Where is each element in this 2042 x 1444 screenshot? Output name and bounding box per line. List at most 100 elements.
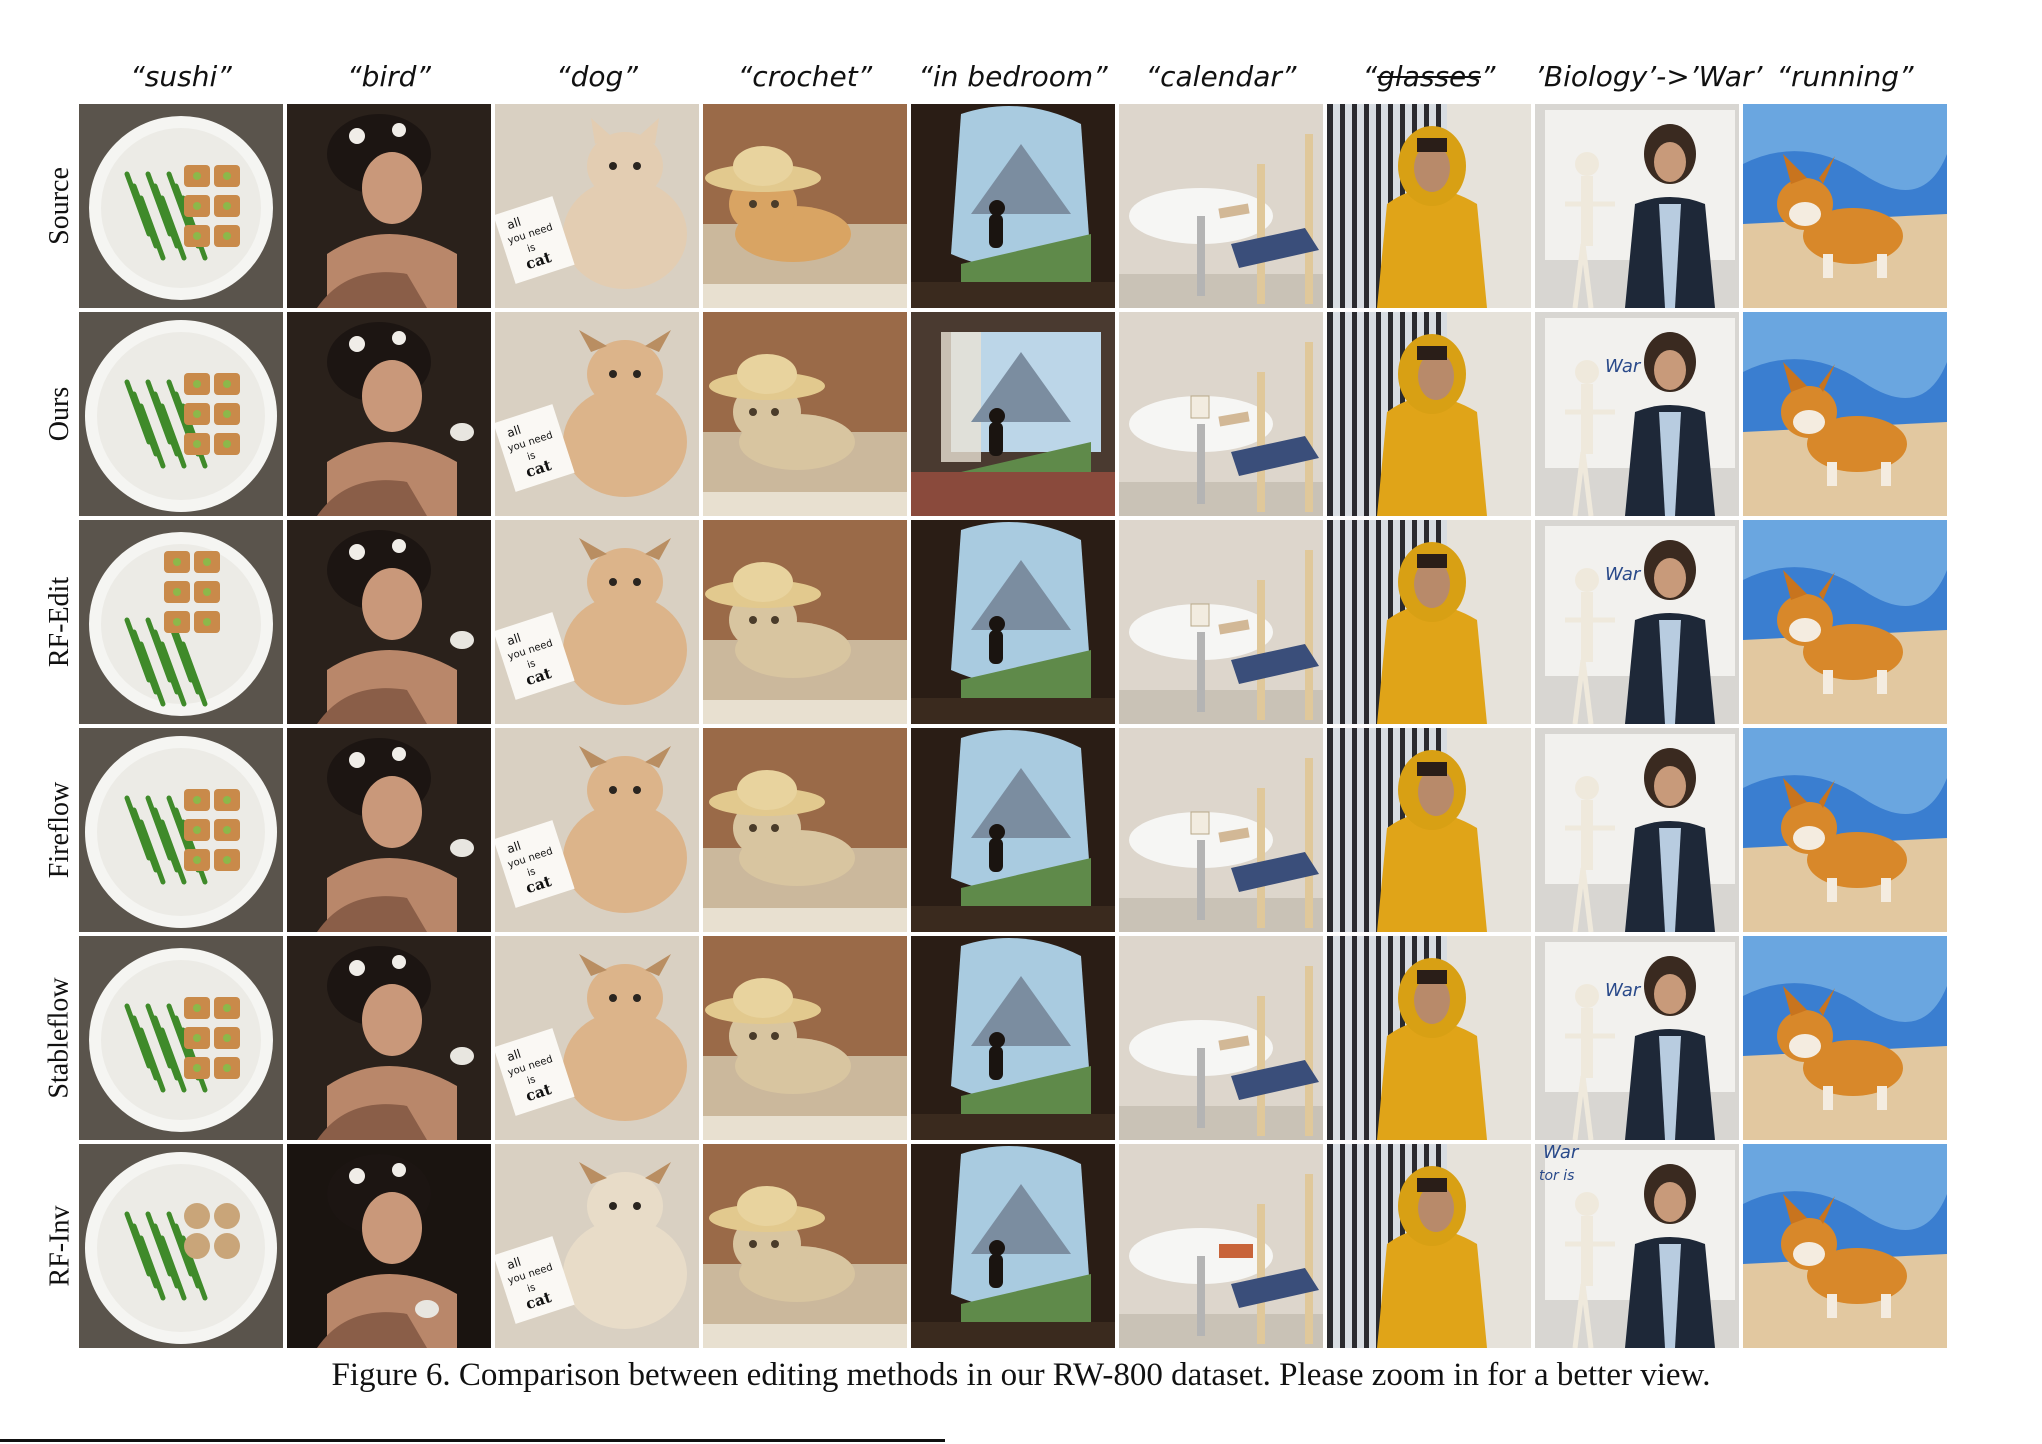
photo-bird (287, 520, 491, 724)
image-ours-dog: all you need is cat (495, 312, 699, 516)
photo-calendar (1119, 312, 1323, 516)
image-rf-edit-sushi (79, 520, 283, 724)
row-label-fireflow: Fireflow (44, 781, 75, 879)
card-text-1: all (505, 631, 523, 649)
photo-calendar (1119, 936, 1323, 1140)
image-rf-inv-bird (287, 1144, 491, 1348)
image-stableflow-sushi (79, 936, 283, 1140)
image-fireflow-war (1535, 728, 1739, 932)
image-rf-edit-war: War (1535, 520, 1739, 724)
photo-calendar (1119, 1144, 1323, 1348)
image-rf-edit-bird (287, 520, 491, 724)
image-fireflow-dog: all you need is cat (495, 728, 699, 932)
photo-dog: all you need is cat (495, 104, 699, 308)
row-label-rf-inv: RF-Inv (44, 1205, 75, 1287)
image-rf-inv-war: War tor is (1535, 1144, 1739, 1348)
photo-bird (287, 104, 491, 308)
photo-bedroom (911, 1144, 1115, 1348)
image-source-calendar (1119, 104, 1323, 308)
board-text-war: War (1543, 1144, 1580, 1163)
photo-bird (287, 1144, 491, 1348)
image-source-dog: all you need is cat (495, 104, 699, 308)
photo-sushi (79, 312, 283, 516)
photo-calendar (1119, 104, 1323, 308)
footnote-rule (0, 1439, 945, 1442)
image-source-bedroom (911, 104, 1115, 308)
photo-glasses (1327, 312, 1531, 516)
photo-sushi (79, 1144, 283, 1348)
row-label-stableflow: Stableflow (44, 977, 75, 1099)
photo-glasses (1327, 520, 1531, 724)
image-fireflow-glasses (1327, 728, 1531, 932)
column-header-glasses: “glasses” (1362, 60, 1496, 93)
card-text-3: is (526, 1074, 537, 1087)
column-header-running: “running” (1776, 60, 1914, 93)
photo-bird (287, 936, 491, 1140)
photo-sushi (79, 520, 283, 724)
photo-dog: all you need is cat (495, 1144, 699, 1348)
row-label-rf-edit: RF-Edit (44, 576, 76, 668)
image-ours-calendar (1119, 312, 1323, 516)
image-rf-edit-bedroom (911, 520, 1115, 724)
photo-glasses (1327, 728, 1531, 932)
board-text-war: War (1605, 356, 1642, 377)
board-text-tor: tor is (1539, 1168, 1574, 1184)
image-stableflow-glasses (1327, 936, 1531, 1140)
photo-bird (287, 728, 491, 932)
photo-war (1535, 728, 1739, 932)
card-text-1: all (505, 423, 523, 441)
image-source-bird (287, 104, 491, 308)
image-stableflow-bedroom (911, 936, 1115, 1140)
image-ours-war: War (1535, 312, 1739, 516)
photo-crochet (703, 520, 907, 724)
image-rf-inv-sushi (79, 1144, 283, 1348)
image-fireflow-running (1743, 728, 1947, 932)
photo-running (1743, 520, 1947, 724)
image-stableflow-running (1743, 936, 1947, 1140)
photo-bedroom (911, 936, 1115, 1140)
photo-war: War (1535, 936, 1739, 1140)
image-rf-edit-calendar (1119, 520, 1323, 724)
image-stableflow-bird (287, 936, 491, 1140)
image-rf-inv-dog: all you need is cat (495, 1144, 699, 1348)
card-text-3: is (526, 658, 537, 671)
image-stableflow-calendar (1119, 936, 1323, 1140)
image-source-war (1535, 104, 1739, 308)
image-rf-edit-glasses (1327, 520, 1531, 724)
card-text-1: all (505, 215, 523, 233)
photo-bedroom (911, 104, 1115, 308)
photo-calendar (1119, 520, 1323, 724)
column-header-sushi: “sushi” (130, 60, 232, 93)
image-source-sushi (79, 104, 283, 308)
card-text-1: all (505, 1047, 523, 1065)
photo-running (1743, 1144, 1947, 1348)
image-rf-inv-bedroom (911, 1144, 1115, 1348)
card-text-1: all (505, 839, 523, 857)
photo-war: War (1535, 312, 1739, 516)
photo-bedroom (911, 728, 1115, 932)
image-rf-edit-dog: all you need is cat (495, 520, 699, 724)
image-ours-running (1743, 312, 1947, 516)
photo-running (1743, 728, 1947, 932)
image-ours-glasses (1327, 312, 1531, 516)
photo-bird (287, 312, 491, 516)
image-rf-inv-running (1743, 1144, 1947, 1348)
card-text-3: is (526, 866, 537, 879)
photo-crochet (703, 936, 907, 1140)
column-header-bedroom: “in bedroom” (918, 60, 1108, 93)
board-text-war: War (1605, 980, 1642, 1001)
photo-sushi (79, 104, 283, 308)
column-header-dog: “dog” (556, 60, 638, 93)
photo-crochet (703, 1144, 907, 1348)
row-label-source: Source (44, 167, 76, 245)
image-rf-inv-crochet (703, 1144, 907, 1348)
image-ours-bedroom (911, 312, 1115, 516)
image-rf-inv-glasses (1327, 1144, 1531, 1348)
column-header-war: ’Biology’->’War’ (1535, 60, 1763, 93)
photo-glasses (1327, 104, 1531, 308)
card-text-1: all (505, 1255, 523, 1273)
image-rf-inv-calendar (1119, 1144, 1323, 1348)
image-fireflow-crochet (703, 728, 907, 932)
photo-bedroom (911, 312, 1115, 516)
image-ours-crochet (703, 312, 907, 516)
